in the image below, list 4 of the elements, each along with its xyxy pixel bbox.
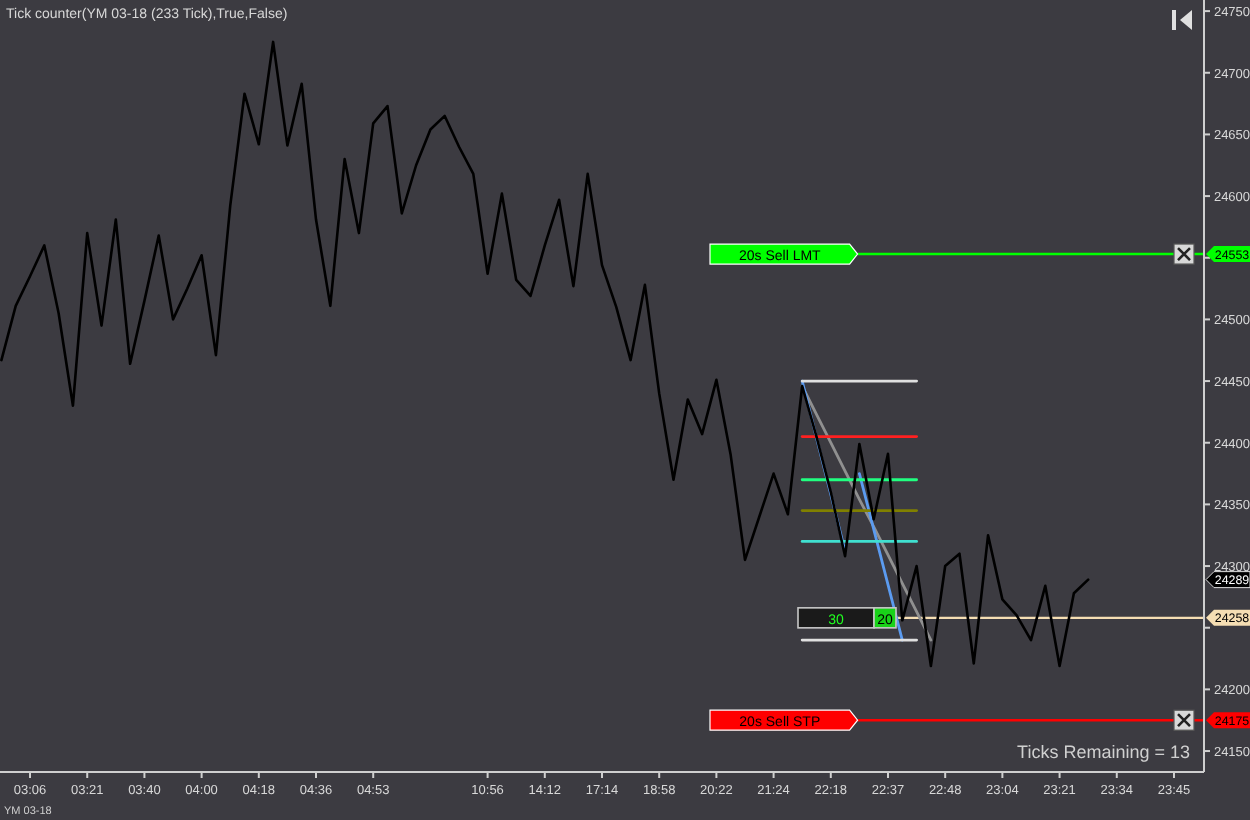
annotation: Ticks Remaining = 13 <box>1017 742 1190 762</box>
line-series <box>857 472 904 642</box>
line-series <box>800 379 847 553</box>
line-series <box>0 40 1090 668</box>
